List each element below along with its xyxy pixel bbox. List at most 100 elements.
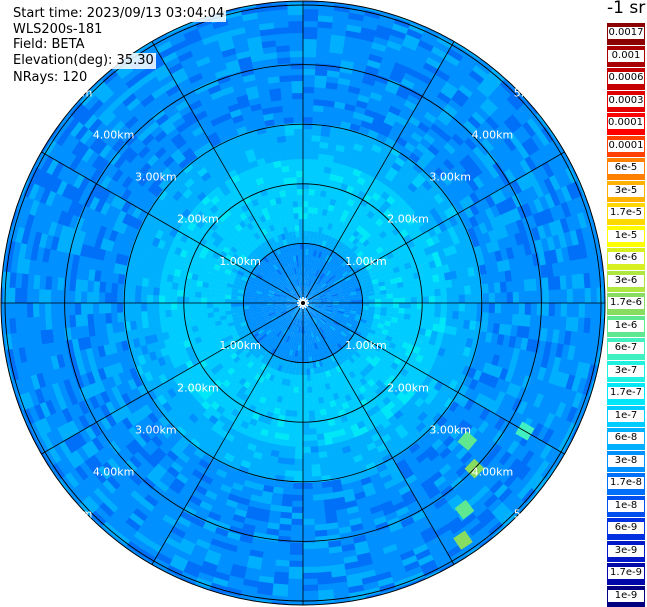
radar-bin xyxy=(502,334,511,348)
radar-bin xyxy=(341,283,349,288)
radar-bin xyxy=(421,179,433,191)
radar-bin xyxy=(415,421,427,433)
radar-bin xyxy=(323,504,336,513)
radar-bin xyxy=(302,404,309,412)
radar-bin xyxy=(22,258,31,275)
radar-bin xyxy=(438,431,451,444)
radar-bin xyxy=(316,277,321,284)
radar-bin xyxy=(406,94,421,106)
radar-bin xyxy=(468,522,485,537)
radar-bin xyxy=(279,333,285,340)
radar-bin xyxy=(325,321,332,328)
radar-bin xyxy=(256,401,265,410)
radar-bin xyxy=(443,208,455,220)
radar-bin xyxy=(24,375,35,393)
radar-bin xyxy=(332,16,349,25)
radar-bin xyxy=(342,313,350,319)
radar-bin xyxy=(256,287,264,293)
radar-bin xyxy=(166,387,177,399)
radar-bin xyxy=(392,500,407,512)
radar-bin xyxy=(242,308,250,313)
radar-bin xyxy=(490,130,505,145)
radar-bin xyxy=(447,455,461,469)
radar-bin xyxy=(428,51,445,65)
radar-bin xyxy=(489,444,503,459)
radar-bin xyxy=(560,388,572,405)
radar-bin xyxy=(249,288,257,293)
radar-bin xyxy=(311,310,318,316)
radar-bin xyxy=(426,84,441,97)
radar-bin xyxy=(505,313,514,326)
radar-bin xyxy=(289,311,295,317)
radar-bin xyxy=(258,331,266,338)
radar-bin xyxy=(566,183,579,201)
radar-bin xyxy=(319,195,326,204)
radar-bin xyxy=(311,470,322,478)
radar-bin xyxy=(494,214,506,229)
radar-bin xyxy=(434,459,448,472)
radar-bin xyxy=(312,310,318,315)
radar-bin xyxy=(530,456,545,473)
radar-bin xyxy=(271,492,283,501)
radar-bin xyxy=(174,548,191,562)
radar-bin xyxy=(74,314,83,327)
radar-bin xyxy=(308,273,311,280)
radar-bin xyxy=(224,290,232,296)
radar-bin xyxy=(303,320,306,328)
radar-bin xyxy=(227,338,236,346)
radar-bin xyxy=(214,320,222,327)
radar-bin xyxy=(74,290,82,303)
radar-bin xyxy=(475,433,488,448)
radar-bin xyxy=(190,423,202,434)
radar-bin xyxy=(88,358,98,372)
radar-bin xyxy=(455,447,469,461)
radar-bin xyxy=(335,0,353,1)
radar-bin xyxy=(255,290,263,295)
radar-bin xyxy=(58,440,72,457)
radar-bin xyxy=(285,306,292,310)
radar-bin xyxy=(303,194,309,202)
radar-bin xyxy=(371,41,388,53)
radar-bin xyxy=(582,379,594,397)
radar-bin xyxy=(378,532,394,544)
radar-bin xyxy=(260,298,268,302)
radar-bin xyxy=(392,332,401,340)
radar-bin xyxy=(362,296,370,300)
radar-bin xyxy=(138,373,148,385)
radar-bin xyxy=(63,437,77,454)
radar-bin xyxy=(287,323,293,331)
radar-bin xyxy=(330,479,342,488)
radar-bin xyxy=(294,307,299,313)
radar-bin xyxy=(306,285,310,292)
radar-bin xyxy=(218,463,230,474)
radar-bin xyxy=(11,175,24,194)
radar-bin xyxy=(155,332,164,342)
radar-bin xyxy=(354,317,362,322)
radar-bin xyxy=(335,175,345,184)
radar-bin xyxy=(87,268,96,281)
radar-bin xyxy=(512,291,520,304)
radar-bin xyxy=(463,399,475,412)
radar-bin xyxy=(442,332,451,343)
radar-bin xyxy=(559,420,572,438)
radar-bin xyxy=(322,111,334,120)
radar-bin xyxy=(297,392,303,400)
radar-bin xyxy=(229,569,246,580)
radar-bin xyxy=(407,458,420,470)
radar-bin xyxy=(372,334,381,342)
radar-bin xyxy=(430,267,439,276)
radar-bin xyxy=(69,487,85,505)
radar-bin xyxy=(322,259,328,267)
radar-bin xyxy=(121,380,132,394)
radar-bin xyxy=(263,479,275,488)
radar-bin xyxy=(212,307,220,313)
radar-bin xyxy=(254,324,262,331)
radar-bin xyxy=(105,271,114,283)
radar-bin xyxy=(438,384,449,396)
radar-bin xyxy=(303,26,318,34)
radar-bin xyxy=(302,458,312,466)
radar-bin xyxy=(76,230,87,244)
radar-bin xyxy=(303,278,306,286)
radar-bin xyxy=(146,294,154,303)
radar-bin xyxy=(340,331,348,338)
